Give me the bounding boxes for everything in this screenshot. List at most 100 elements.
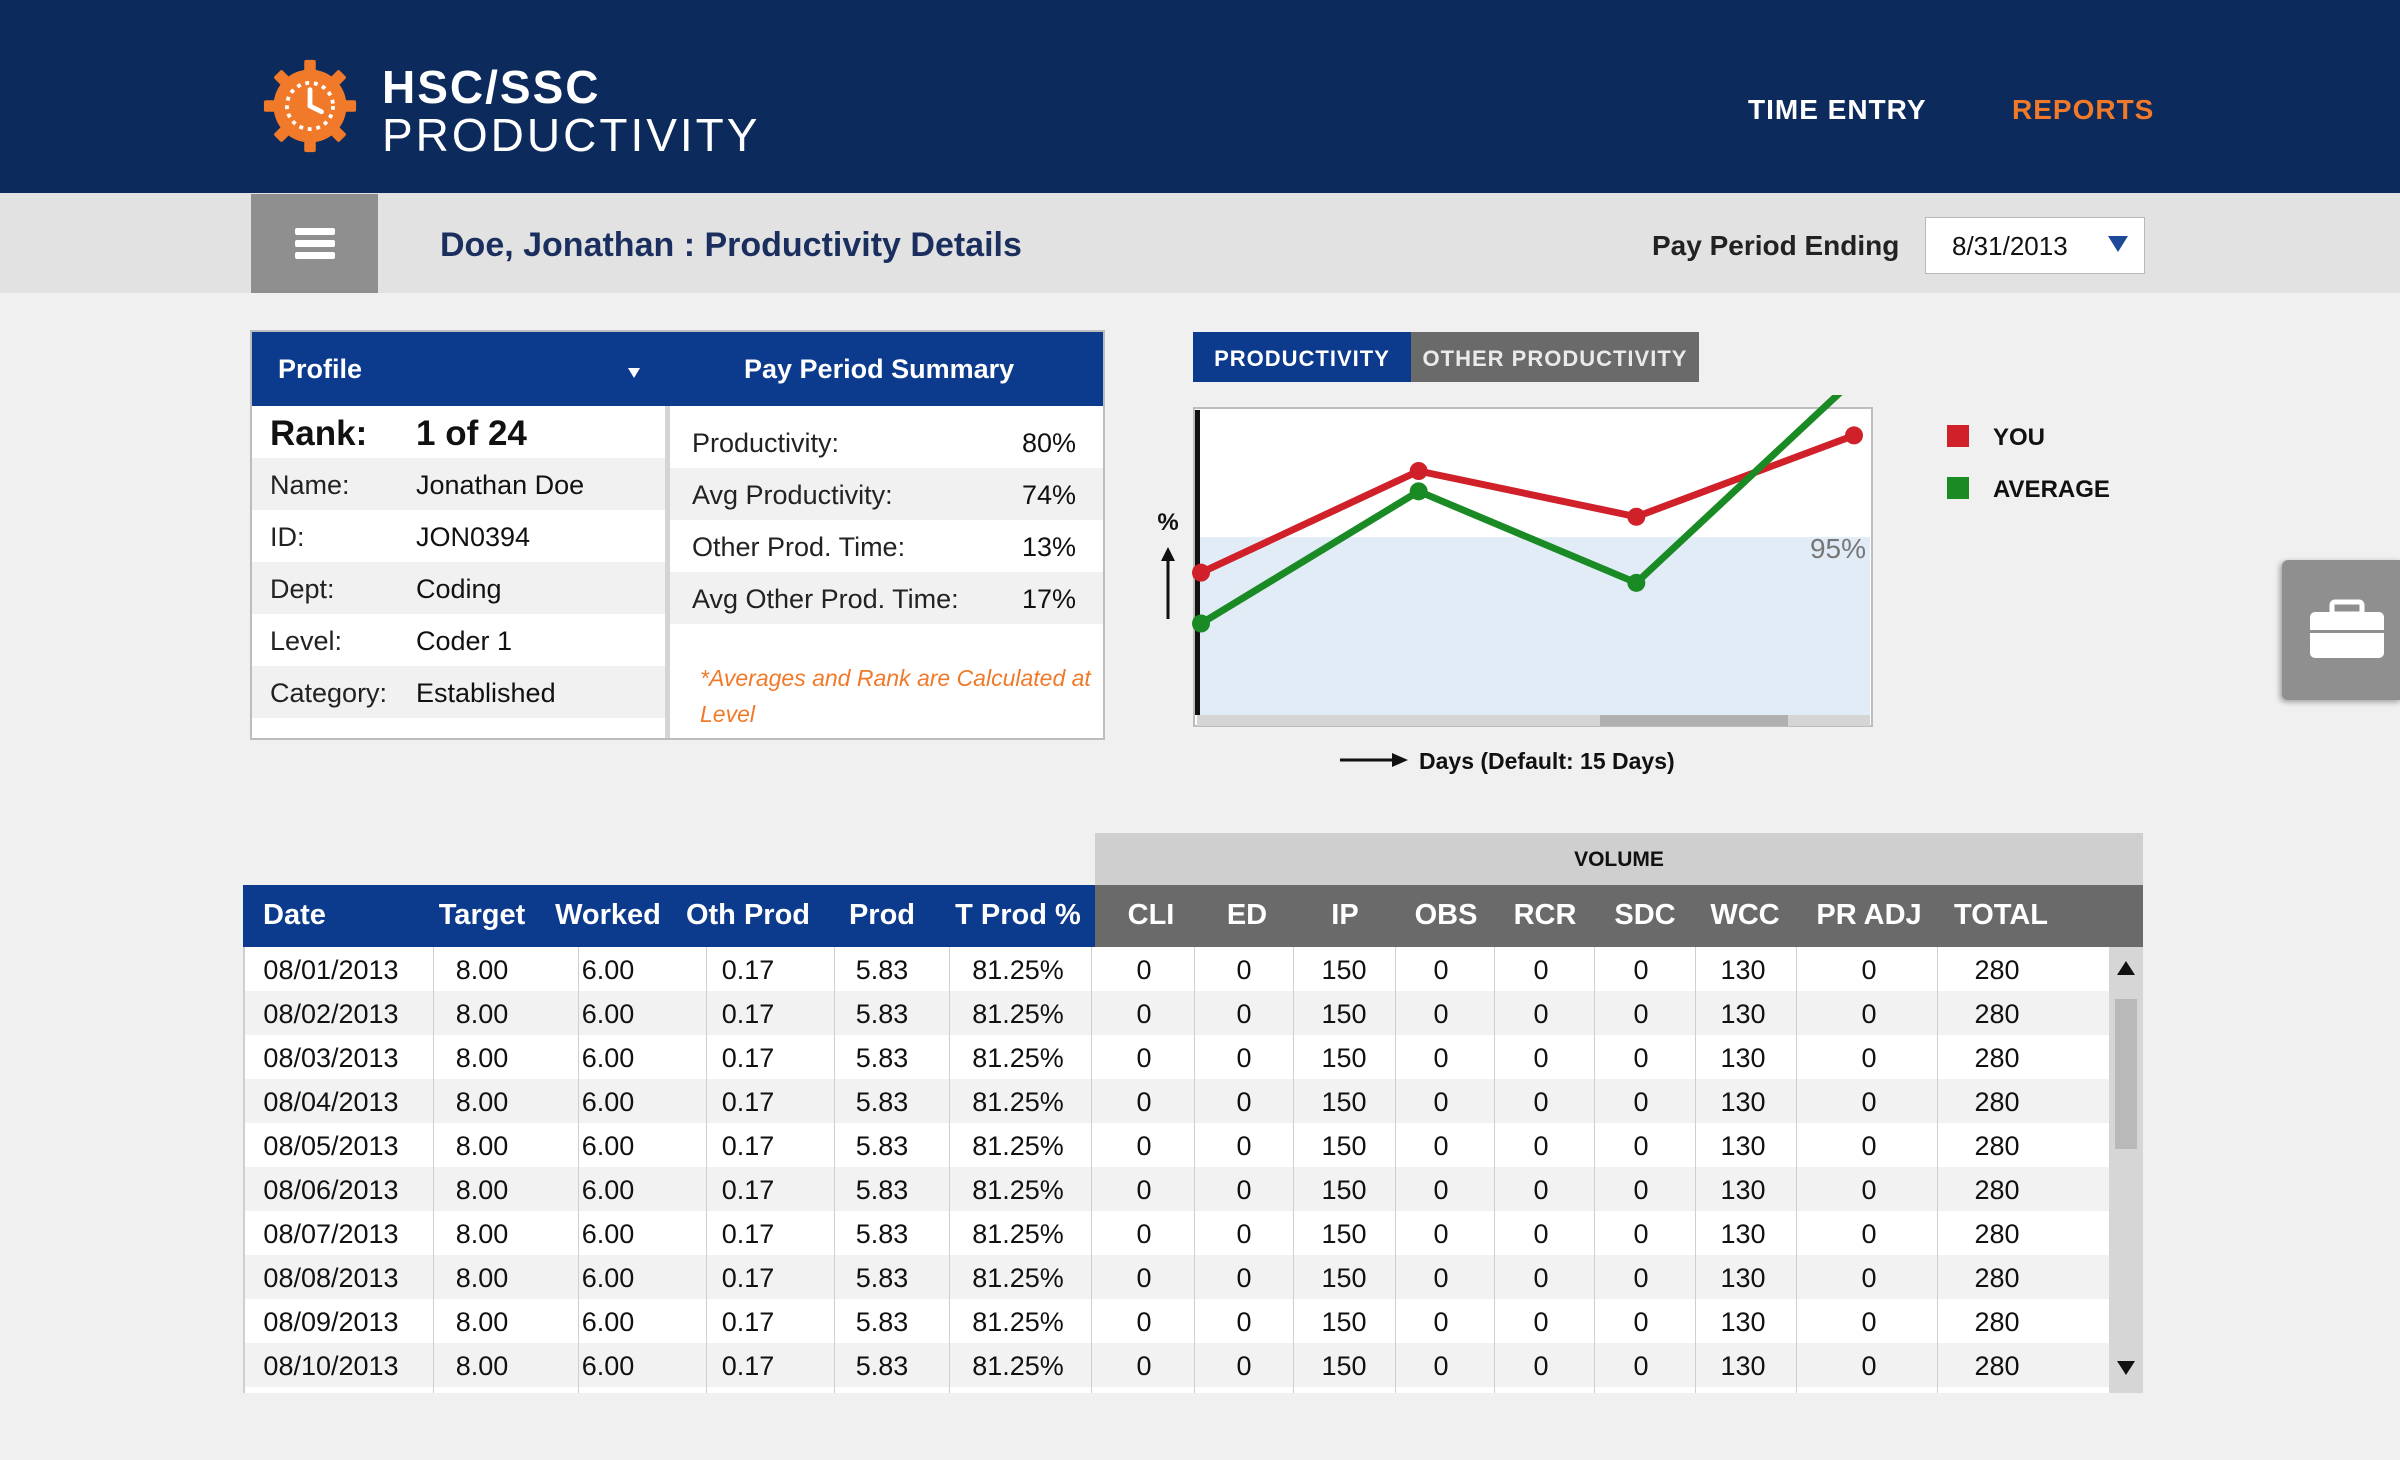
scroll-up-icon[interactable] bbox=[2117, 961, 2135, 975]
column-header[interactable]: WCC bbox=[1710, 899, 1780, 931]
table-cell: 81.25% bbox=[972, 999, 1064, 1029]
table-cell: 08/01/2013 bbox=[263, 955, 399, 985]
column-divider bbox=[949, 947, 950, 1393]
table-cell: 0 bbox=[1533, 1307, 1549, 1337]
table-row[interactable]: 08/01/2013 8.00 6.00 0.17 5.83 81.25% 0 0 150 0 0 0… bbox=[245, 947, 2109, 991]
table-cell: 150 bbox=[1321, 1307, 1367, 1337]
column-header[interactable]: IP bbox=[1331, 899, 1359, 931]
chart-scroll-track[interactable] bbox=[1197, 715, 1870, 726]
tab-productivity[interactable]: PRODUCTIVITY bbox=[1193, 332, 1411, 382]
table-cell: 150 bbox=[1321, 1219, 1367, 1249]
column-header[interactable]: ED bbox=[1226, 899, 1268, 931]
table-row[interactable]: 08/03/2013 8.00 6.00 0.17 5.83 81.25% 0 0 150 0 0 0… bbox=[245, 1035, 2109, 1079]
data-point-you[interactable] bbox=[1845, 426, 1863, 445]
table-cell: 8.00 bbox=[455, 1263, 509, 1293]
table-cell: 280 bbox=[1974, 1175, 2020, 1205]
profile-row: Name: Jonathan Doe bbox=[252, 458, 665, 510]
page-title: Doe, Jonathan : Productivity Details bbox=[440, 226, 1022, 264]
table-header-blue bbox=[243, 885, 1095, 947]
profile-value: Jonathan Doe bbox=[416, 470, 585, 500]
table-cell: 8.00 bbox=[455, 1219, 509, 1249]
profile-dropdown-icon[interactable] bbox=[628, 368, 640, 378]
table-cell: 5.83 bbox=[855, 1043, 909, 1073]
y-axis-arrow-head bbox=[1161, 547, 1175, 561]
table-row[interactable]: 08/06/2013 8.00 6.00 0.17 5.83 81.25% 0 0 150 0 0 0… bbox=[245, 1167, 2109, 1211]
y-axis-label: % bbox=[1157, 509, 1178, 536]
column-header[interactable]: Date bbox=[263, 899, 326, 931]
table-cell: 5.83 bbox=[855, 1087, 909, 1117]
scroll-thumb[interactable] bbox=[2115, 999, 2137, 1149]
column-header[interactable]: T Prod % bbox=[955, 899, 1081, 931]
column-header[interactable]: PR ADJ bbox=[1816, 899, 1922, 931]
data-point-you[interactable] bbox=[1627, 507, 1646, 526]
tab-other-productivity[interactable]: OTHER PRODUCTIVITY bbox=[1411, 332, 1699, 382]
table-cell: 0 bbox=[1433, 1351, 1449, 1381]
hamburger-icon-line bbox=[295, 252, 335, 259]
table-row[interactable]: 08/05/2013 8.00 6.00 0.17 5.83 81.25% 0 0 150 0 0 0… bbox=[245, 1123, 2109, 1167]
profile-label: Category: bbox=[270, 678, 388, 708]
table-cell: 08/10/2013 bbox=[263, 1351, 399, 1381]
column-header[interactable]: Target bbox=[438, 899, 526, 931]
table-cell: 0.17 bbox=[721, 1351, 775, 1381]
table-row[interactable]: 08/04/2013 8.00 6.00 0.17 5.83 81.25% 0 0 150 0 0 0… bbox=[245, 1079, 2109, 1123]
data-point-you[interactable] bbox=[1409, 462, 1428, 480]
chart-scroll-thumb[interactable] bbox=[1600, 715, 1788, 726]
table-cell: 0 bbox=[1433, 1175, 1449, 1205]
table-row[interactable]: 08/09/2013 8.00 6.00 0.17 5.83 81.25% 0 0 150 0 0 0… bbox=[245, 1299, 2109, 1343]
table-row[interactable]: 08/08/2013 8.00 6.00 0.17 5.83 81.25% 0 0 150 0 0 0… bbox=[245, 1255, 2109, 1299]
column-header[interactable]: CLI bbox=[1127, 899, 1175, 931]
table-cell: 5.83 bbox=[855, 1131, 909, 1161]
column-header[interactable]: Prod bbox=[848, 899, 916, 931]
summary-label: Productivity: bbox=[692, 428, 840, 458]
table-cell: 0 bbox=[1433, 955, 1449, 985]
table-cell: 0 bbox=[1136, 1175, 1152, 1205]
x-axis-label: Days (Default: 15 Days) bbox=[1419, 748, 1675, 774]
table-row[interactable]: 08/10/2013 8.00 6.00 0.17 5.83 81.25% 0 0 150 0 0 0… bbox=[245, 1343, 2109, 1387]
summary-label: Avg Productivity: bbox=[692, 480, 893, 510]
table-cell: 0 bbox=[1533, 1087, 1549, 1117]
menu-button[interactable] bbox=[251, 194, 378, 293]
table-cell: 0 bbox=[1861, 1043, 1877, 1073]
table-cell: 8.00 bbox=[455, 1087, 509, 1117]
threshold-label: 95% bbox=[1810, 533, 1866, 564]
profile-value: Coding bbox=[416, 574, 502, 604]
data-point-you[interactable] bbox=[1192, 563, 1210, 582]
table-cell: 08/05/2013 bbox=[263, 1131, 399, 1161]
table-row[interactable]: 08/07/2013 8.00 6.00 0.17 5.83 81.25% 0 0 150 0 0 0… bbox=[245, 1211, 2109, 1255]
scroll-down-icon[interactable] bbox=[2117, 1361, 2135, 1375]
nav-time-entry[interactable]: TIME ENTRY bbox=[1748, 94, 1927, 125]
legend-swatch bbox=[1947, 425, 1969, 447]
table-cell: 0 bbox=[1633, 1131, 1649, 1161]
table-cell: 0.17 bbox=[721, 1043, 775, 1073]
pay-period-select[interactable]: 8/31/2013 bbox=[1925, 217, 2145, 274]
table-header: Date Target Worked Oth Prod Prod T Prod % CLI E… bbox=[243, 885, 2143, 947]
column-header[interactable]: Worked bbox=[555, 899, 661, 931]
table-scrollbar[interactable] bbox=[2109, 947, 2143, 1393]
table-cell: 0 bbox=[1533, 1175, 1549, 1205]
side-tool-button[interactable] bbox=[2282, 560, 2400, 700]
column-header[interactable]: RCR bbox=[1513, 899, 1577, 931]
data-point-average[interactable] bbox=[1627, 573, 1646, 592]
table-cell: 81.25% bbox=[972, 1087, 1064, 1117]
column-header[interactable]: OBS bbox=[1414, 899, 1478, 931]
table-cell: 6.00 bbox=[581, 999, 635, 1029]
data-point-average[interactable] bbox=[1192, 614, 1210, 633]
summary-value: 80% bbox=[1021, 428, 1076, 458]
table-cell: 0 bbox=[1861, 1087, 1877, 1117]
table-cell: 130 bbox=[1720, 1307, 1766, 1337]
table-cell: 0.17 bbox=[721, 955, 775, 985]
table-cell: 0 bbox=[1633, 955, 1649, 985]
table-cell: 0 bbox=[1136, 955, 1152, 985]
summary-value: 17% bbox=[1021, 584, 1076, 614]
table-row[interactable]: 08/02/2013 8.00 6.00 0.17 5.83 81.25% 0 0 150 0 0 0… bbox=[245, 991, 2109, 1035]
table-cell: 0 bbox=[1861, 1307, 1877, 1337]
column-header[interactable]: SDC bbox=[1614, 899, 1676, 931]
nav-reports[interactable]: REPORTS bbox=[2012, 94, 2155, 125]
column-divider bbox=[433, 947, 434, 1393]
data-point-average[interactable] bbox=[1409, 482, 1428, 501]
table-cell: 150 bbox=[1321, 1351, 1367, 1381]
table-cell: 0 bbox=[1236, 1351, 1252, 1381]
column-header[interactable]: TOTAL bbox=[1954, 899, 2048, 931]
column-header[interactable]: Oth Prod bbox=[685, 899, 811, 931]
table-body[interactable]: 08/01/2013 8.00 6.00 0.17 5.83 81.25% 0 0 150 0 0 0… bbox=[243, 947, 2109, 1393]
